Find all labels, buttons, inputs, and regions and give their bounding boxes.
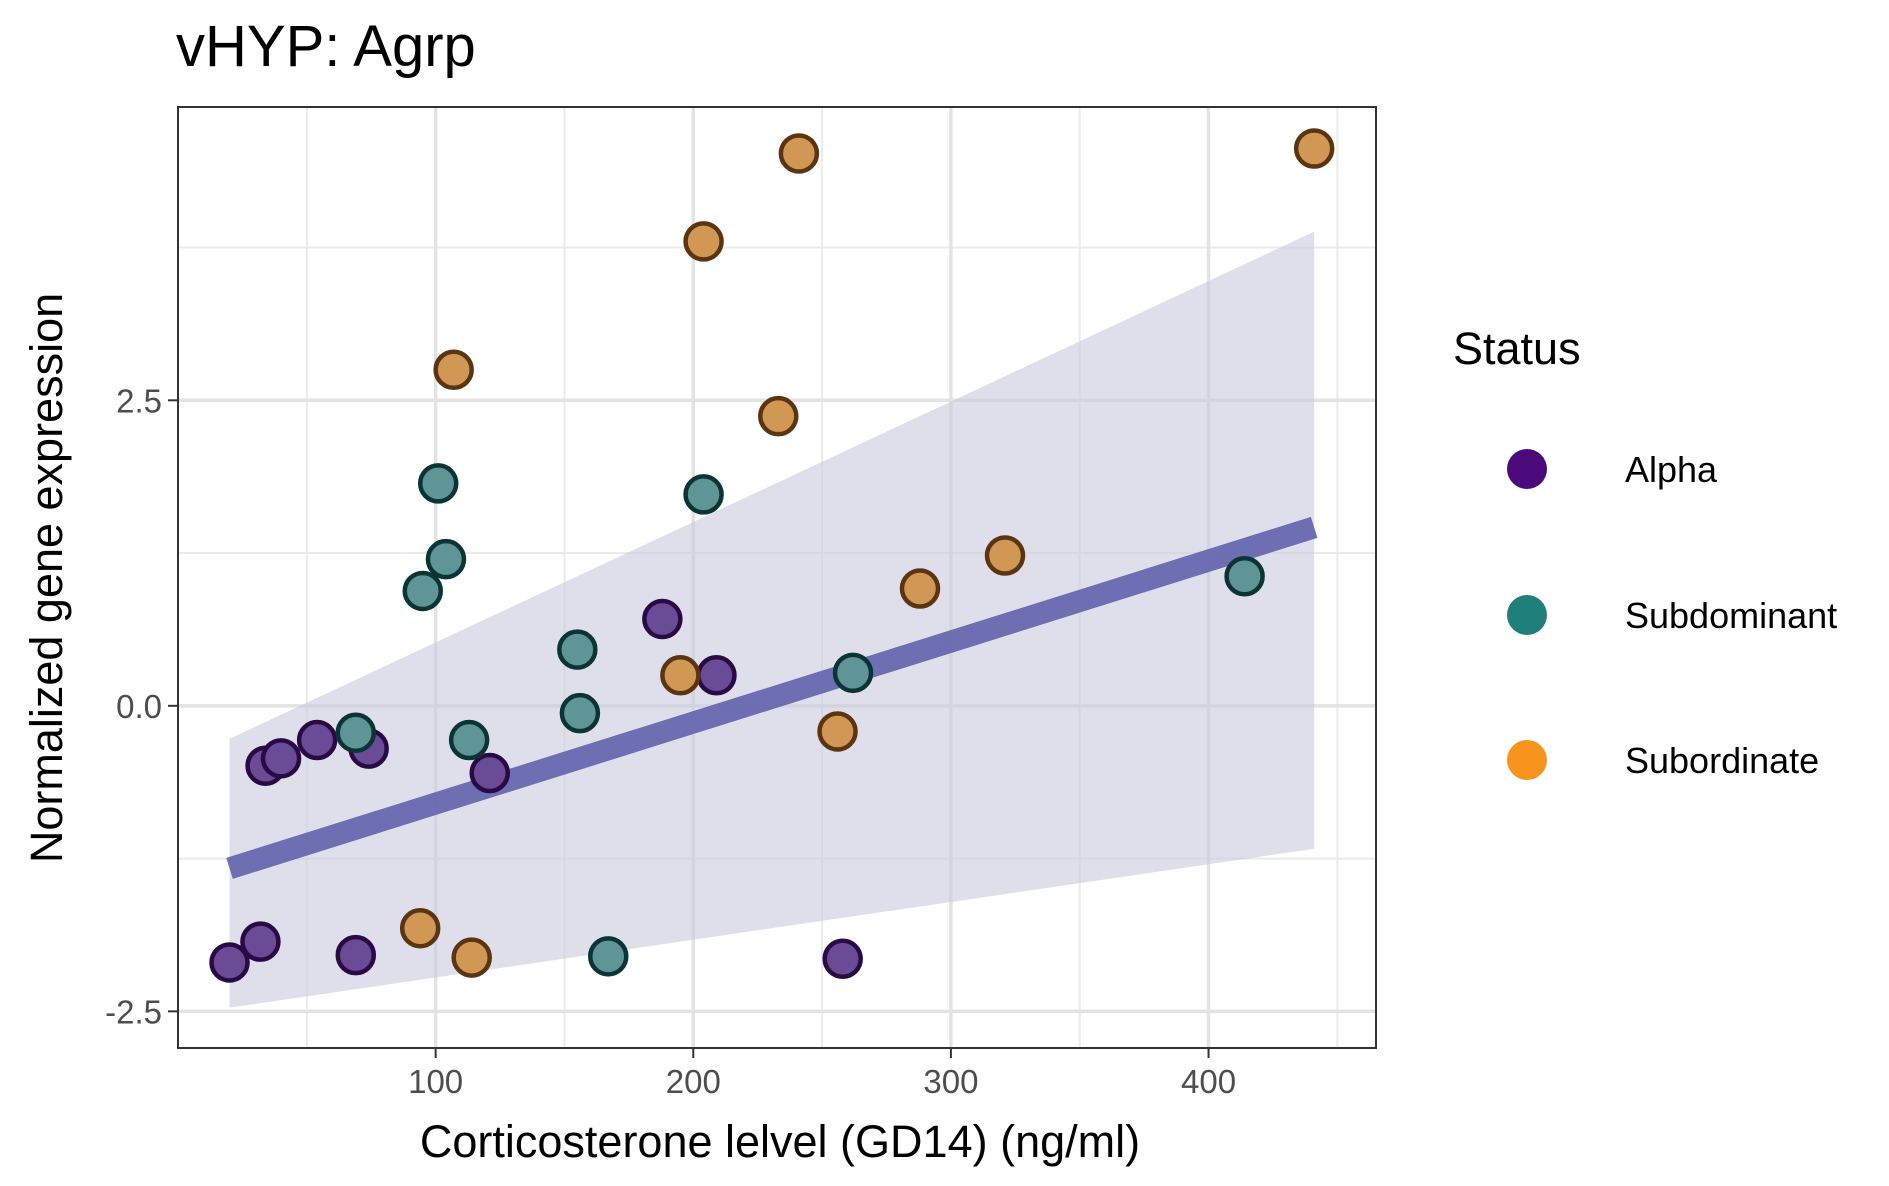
- points-layer: [209, 128, 1335, 983]
- data-point-alpha: [642, 598, 683, 640]
- plot-panel-border: [177, 106, 1377, 1049]
- chart-title: vHYP: Agrp: [176, 14, 476, 79]
- y-tick-label: 2.5: [116, 382, 162, 419]
- legend-label-alpha: Alpha: [1625, 449, 1718, 490]
- data-point-subdominant: [335, 712, 377, 753]
- data-point-subordinate: [451, 937, 492, 978]
- y-axis-title: Normalized gene expression: [21, 293, 72, 863]
- x-tick-label: 300: [923, 1063, 978, 1100]
- data-point-subdominant: [417, 463, 459, 504]
- data-point-subordinate: [817, 711, 858, 752]
- y-tick-label: -2.5: [105, 993, 162, 1030]
- data-point-subordinate: [399, 907, 441, 949]
- data-point-alpha: [209, 942, 250, 983]
- data-point-subordinate: [683, 221, 724, 262]
- data-point-subdominant: [557, 629, 598, 670]
- data-point-alpha: [296, 719, 338, 761]
- x-tick-label: 400: [1181, 1063, 1236, 1100]
- trend-line: [226, 516, 1318, 879]
- y-axis: -2.5 0.0 2.5: [105, 382, 178, 1030]
- x-tick-label: 100: [408, 1063, 463, 1100]
- x-axis-title: Corticosterone lelvel (GD14) (ng/ml): [420, 1116, 1140, 1167]
- data-point-alpha: [260, 738, 302, 779]
- legend-key-alpha: [1507, 449, 1547, 489]
- data-point-alpha: [469, 752, 510, 794]
- x-tick-label: 200: [666, 1063, 721, 1100]
- legend-label-subordinate: Subordinate: [1625, 740, 1819, 781]
- data-point-alpha: [335, 934, 377, 976]
- data-point-subdominant: [425, 538, 467, 580]
- data-point-subordinate: [1293, 128, 1335, 169]
- data-point-subdominant: [683, 474, 724, 515]
- legend-label-subdominant: Subdominant: [1625, 595, 1837, 636]
- data-point-subordinate: [899, 568, 941, 609]
- y-tick-label: 0.0: [116, 688, 162, 725]
- legend-item-subordinate: Subordinate: [1507, 740, 1819, 781]
- data-point-subordinate: [660, 655, 701, 696]
- data-point-alpha: [240, 921, 281, 962]
- legend-key-subordinate: [1507, 740, 1547, 780]
- x-axis: 100 200 300 400: [408, 1048, 1236, 1100]
- trend-layer: [226, 231, 1318, 1008]
- data-point-subordinate: [984, 535, 1026, 576]
- data-point-subordinate: [778, 133, 820, 174]
- plot-area: [177, 106, 1377, 1049]
- data-point-alpha: [822, 938, 863, 980]
- data-point-subordinate: [433, 349, 474, 390]
- legend-title: Status: [1453, 323, 1581, 374]
- legend-key-subdominant: [1507, 595, 1547, 635]
- data-point-subdominant: [1224, 556, 1265, 597]
- data-point-subdominant: [587, 936, 629, 977]
- data-point-subdominant: [402, 570, 444, 612]
- data-point-subdominant: [559, 692, 601, 734]
- legend: Status Alpha Subdominant Subordinate: [1453, 323, 1837, 781]
- data-point-subdominant: [832, 652, 874, 694]
- confidence-band: [229, 231, 1315, 1008]
- data-point-alpha: [696, 655, 737, 696]
- legend-item-alpha: Alpha: [1507, 449, 1718, 490]
- data-point-subdominant: [448, 719, 490, 761]
- data-point-subordinate: [758, 395, 799, 437]
- legend-item-subdominant: Subdominant: [1507, 595, 1837, 636]
